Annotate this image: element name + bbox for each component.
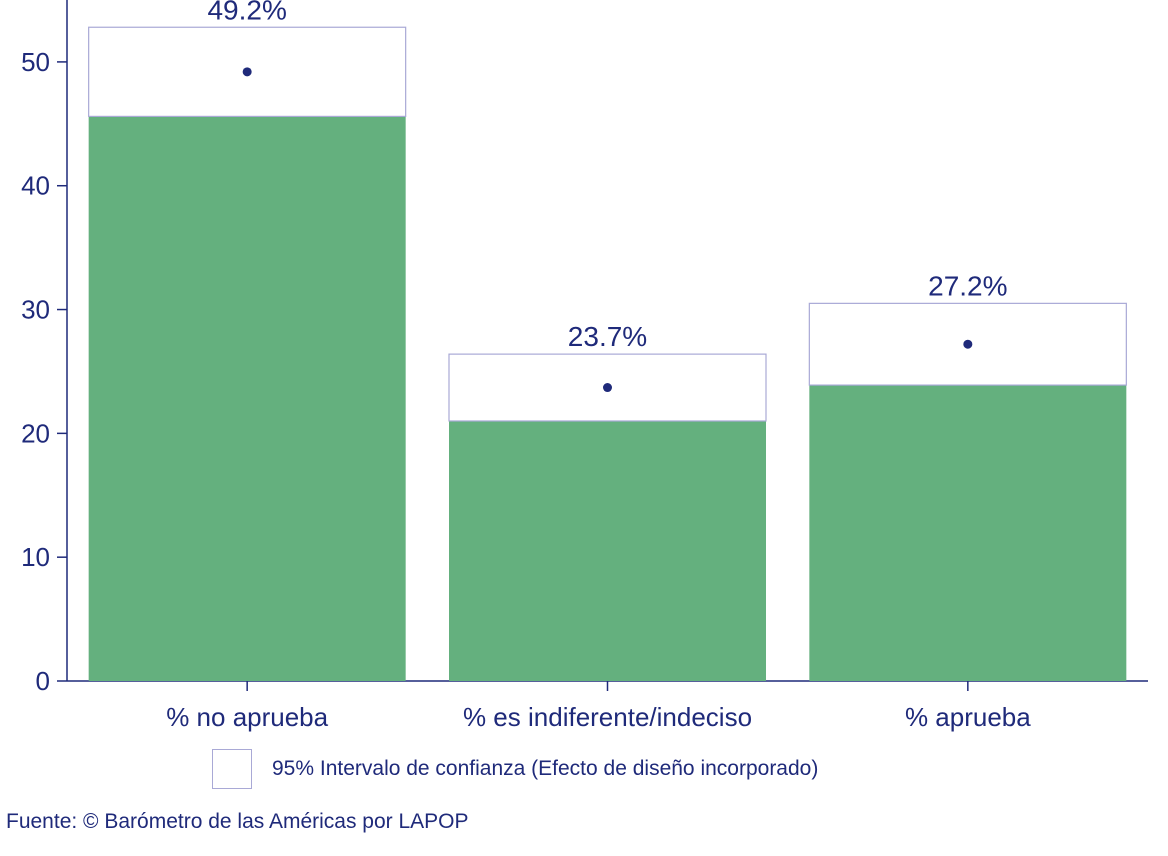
y-tick-label: 0 [36, 666, 50, 696]
bar-chart: 0 10 20 30 40 50 49.2% % no aprueba 23.7% % es in… [21, 0, 1148, 732]
legend: 95% Intervalo de confianza (Efecto de di… [212, 748, 818, 790]
x-tick-label: % no aprueba [166, 702, 328, 732]
point-estimate [242, 67, 252, 77]
point-estimate [963, 339, 973, 349]
data-label: 27.2% [928, 270, 1007, 301]
y-tick-label: 30 [21, 295, 50, 325]
data-label: 23.7% [568, 321, 647, 352]
x-tick-label: % aprueba [905, 702, 1031, 732]
point-estimate [603, 383, 612, 393]
x-tick-label: % es indiferente/indeciso [463, 702, 752, 732]
legend-ci-swatch [212, 749, 252, 789]
legend-label: 95% Intervalo de confianza (Efecto de di… [272, 757, 819, 780]
y-tick-label: 20 [21, 418, 50, 448]
bar [449, 420, 766, 681]
source-note: Fuente: © Barómetro de las Américas por … [6, 810, 469, 833]
y-tick-label: 40 [21, 171, 50, 201]
bar [809, 385, 1127, 681]
data-label: 49.2% [207, 0, 286, 25]
y-tick-label: 50 [21, 47, 50, 77]
bar [88, 116, 406, 681]
y-tick-label: 10 [21, 542, 50, 572]
